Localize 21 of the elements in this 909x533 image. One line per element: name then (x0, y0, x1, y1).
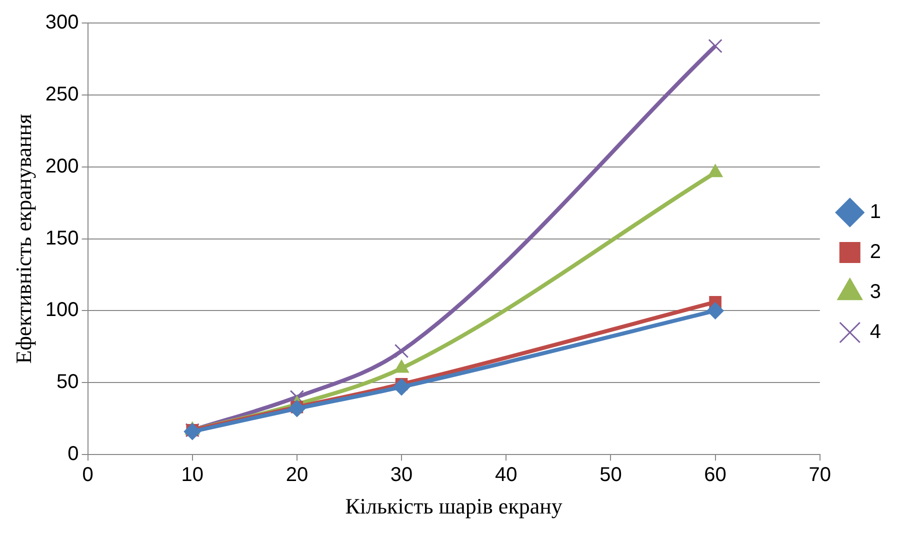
y-tick-label: 150 (45, 227, 79, 250)
y-axis-title: Ефективність екранування (10, 114, 36, 364)
y-tick-label: 250 (45, 83, 79, 106)
y-tick-label: 50 (56, 371, 79, 394)
x-tick-label: 20 (286, 464, 308, 486)
x-tick-label: 50 (600, 464, 622, 486)
y-tick-label: 300 (45, 12, 79, 34)
x-axis-title: Кількість шарів екрану (345, 494, 562, 519)
x-tick-label: 40 (494, 464, 518, 486)
legend-label: 1 (870, 201, 881, 224)
x-tick-label: 0 (82, 464, 94, 486)
x-tick-label: 30 (390, 464, 413, 486)
y-tick-label: 200 (45, 155, 79, 178)
x-tick-label: 10 (181, 464, 204, 486)
legend-label: 2 (870, 241, 881, 264)
x-tick-label: 60 (704, 464, 726, 486)
y-tick-label: 100 (45, 299, 79, 322)
legend-label: 4 (870, 321, 881, 344)
x-tick-label: 70 (808, 464, 831, 486)
legend-label: 3 (870, 281, 881, 304)
y-tick-label: 0 (68, 443, 79, 466)
